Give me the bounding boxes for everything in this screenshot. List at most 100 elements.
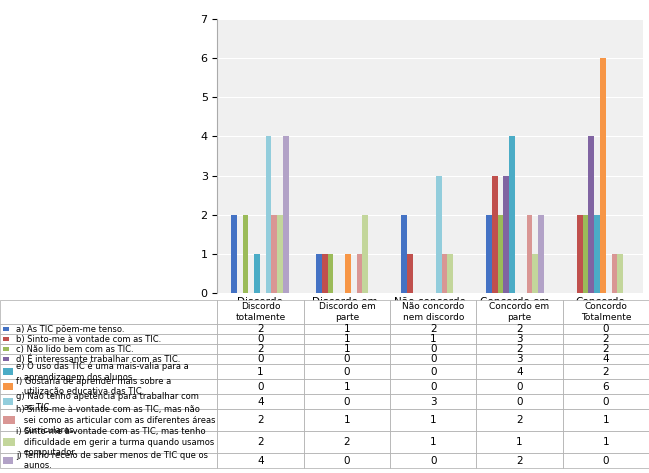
Text: 4: 4 xyxy=(257,456,264,466)
Bar xyxy=(3,457,12,464)
Bar xyxy=(390,453,476,468)
Text: 1: 1 xyxy=(257,367,264,377)
Text: 0: 0 xyxy=(602,456,609,466)
Bar xyxy=(476,409,563,431)
Bar xyxy=(217,431,304,453)
Text: 1: 1 xyxy=(430,334,437,344)
Bar xyxy=(231,215,237,293)
Bar xyxy=(283,137,289,293)
Bar xyxy=(3,416,15,424)
Text: 4: 4 xyxy=(602,354,609,364)
Text: f) Gostaria de aprender mais sobre a
   utilização educativa das TIC.: f) Gostaria de aprender mais sobre a uti… xyxy=(16,377,171,396)
Text: 2: 2 xyxy=(257,437,264,447)
Text: 2: 2 xyxy=(516,456,523,466)
Text: 0: 0 xyxy=(257,334,264,344)
Text: 0: 0 xyxy=(343,397,350,407)
Text: 1: 1 xyxy=(343,382,350,392)
Text: 2: 2 xyxy=(257,415,264,425)
Bar xyxy=(254,254,260,293)
Bar xyxy=(504,175,509,293)
Text: 0: 0 xyxy=(602,397,609,407)
Bar xyxy=(316,254,322,293)
Bar xyxy=(304,409,390,431)
Bar xyxy=(304,431,390,453)
Bar xyxy=(617,254,623,293)
Bar xyxy=(476,379,563,394)
Text: 0: 0 xyxy=(516,397,523,407)
Bar xyxy=(563,300,649,324)
Bar xyxy=(476,394,563,409)
Text: 0: 0 xyxy=(257,382,264,392)
Text: 2: 2 xyxy=(602,334,609,344)
Bar xyxy=(217,394,304,409)
Text: 0: 0 xyxy=(516,382,523,392)
Text: 0: 0 xyxy=(602,324,609,334)
Bar xyxy=(476,324,563,334)
Text: 0: 0 xyxy=(430,456,437,466)
Bar xyxy=(0,344,217,354)
Bar xyxy=(271,215,277,293)
Bar xyxy=(362,215,368,293)
Bar xyxy=(217,334,304,344)
Bar xyxy=(217,344,304,354)
Bar xyxy=(476,354,563,364)
Bar xyxy=(390,334,476,344)
Bar xyxy=(390,364,476,379)
Text: 0: 0 xyxy=(343,456,350,466)
Text: 1: 1 xyxy=(430,437,437,447)
Bar xyxy=(0,300,217,324)
Text: Não concordo
nem discordo: Não concordo nem discordo xyxy=(402,302,464,322)
Bar xyxy=(563,431,649,453)
Bar xyxy=(304,394,390,409)
Text: 4: 4 xyxy=(516,367,523,377)
Text: Discordo
totalmente: Discordo totalmente xyxy=(236,302,286,322)
Bar xyxy=(390,354,476,364)
Bar xyxy=(3,368,12,375)
Text: e) O uso das TIC é uma mais-valia para a
   aprendizagem dos alunos.: e) O uso das TIC é uma mais-valia para a… xyxy=(16,362,189,382)
Text: 2: 2 xyxy=(516,415,523,425)
Bar xyxy=(328,254,334,293)
Bar xyxy=(583,215,589,293)
Text: 2: 2 xyxy=(516,324,523,334)
Bar xyxy=(0,409,217,431)
Bar xyxy=(217,324,304,334)
Bar xyxy=(563,394,649,409)
Text: 1: 1 xyxy=(602,415,609,425)
Text: 2: 2 xyxy=(257,344,264,354)
Bar xyxy=(390,344,476,354)
Bar xyxy=(486,215,492,293)
Bar xyxy=(563,354,649,364)
Bar xyxy=(277,215,283,293)
Bar xyxy=(447,254,453,293)
Text: 0: 0 xyxy=(343,367,350,377)
Bar xyxy=(589,137,594,293)
Text: 2: 2 xyxy=(430,324,437,334)
Bar xyxy=(217,354,304,364)
Text: 1: 1 xyxy=(343,324,350,334)
Bar xyxy=(401,215,407,293)
Bar xyxy=(563,379,649,394)
Bar xyxy=(304,334,390,344)
Bar xyxy=(492,175,498,293)
Bar xyxy=(3,438,15,447)
Bar xyxy=(390,300,476,324)
Text: a) As TIC põem-me tenso.: a) As TIC põem-me tenso. xyxy=(16,324,125,333)
Bar xyxy=(476,344,563,354)
Bar xyxy=(498,215,504,293)
Bar xyxy=(390,394,476,409)
Bar xyxy=(322,254,328,293)
Bar xyxy=(532,254,538,293)
Bar xyxy=(390,409,476,431)
Text: 0: 0 xyxy=(257,354,264,364)
Bar xyxy=(304,453,390,468)
Bar xyxy=(0,379,217,394)
Text: 2: 2 xyxy=(602,367,609,377)
Bar xyxy=(563,324,649,334)
Bar xyxy=(217,453,304,468)
Text: i) Sinto-me à-vontade com as TIC, mas tenho
   dificuldade em gerir a turma quan: i) Sinto-me à-vontade com as TIC, mas te… xyxy=(16,427,214,457)
Bar xyxy=(3,357,10,361)
Bar xyxy=(217,364,304,379)
Bar xyxy=(0,354,217,364)
Bar xyxy=(476,431,563,453)
Text: 3: 3 xyxy=(516,334,523,344)
